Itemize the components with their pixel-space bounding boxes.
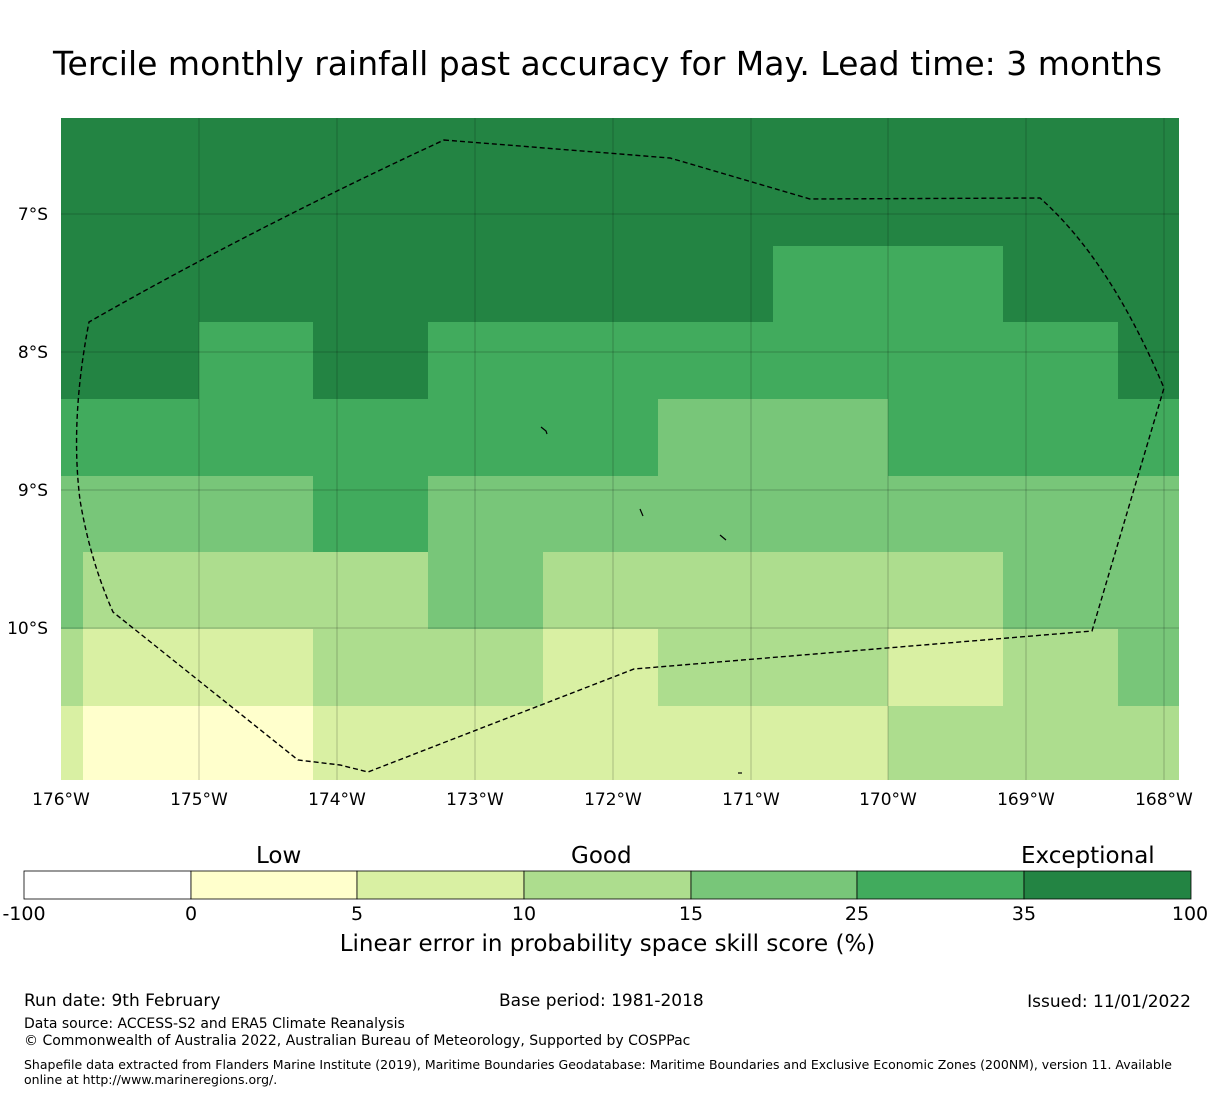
- gridlines: [61, 118, 1179, 780]
- grid-cell: [1118, 322, 1179, 399]
- lon-tick-label: 168°W: [1135, 790, 1193, 810]
- colorbar-segment: [690, 870, 858, 900]
- grid-cell: [83, 629, 313, 706]
- eez-boundary: [75, 139, 1165, 773]
- grid-cell: [428, 322, 1118, 399]
- colorbar-segment: [190, 870, 358, 900]
- chart-title: Tercile monthly rainfall past accuracy f…: [52, 44, 1163, 83]
- grid-cell: [543, 629, 658, 706]
- lat-tick-label: 7°S: [18, 205, 48, 225]
- lon-tick-label: 169°W: [997, 790, 1055, 810]
- grid-cell: [61, 399, 658, 476]
- issued-date: Issued: 11/01/2022: [1027, 992, 1191, 1012]
- grid-cell: [888, 706, 1179, 780]
- grid-cell: [61, 706, 83, 780]
- lon-tick-label: 172°W: [584, 790, 642, 810]
- grid-cell: [199, 322, 313, 399]
- grid-cell: [83, 552, 428, 629]
- skill-grid: [61, 118, 1179, 780]
- colorbar-category-good: Good: [571, 843, 632, 869]
- grid-cell: [313, 322, 428, 399]
- grid-cell: [1118, 629, 1179, 706]
- data-source: Data source: ACCESS-S2 and ERA5 Climate …: [24, 1016, 405, 1032]
- grid-cell: [61, 118, 1179, 246]
- colorbar-segment: [23, 870, 192, 900]
- grid-cell: [313, 629, 543, 706]
- run-date: Run date: 9th February: [24, 991, 221, 1011]
- grid-cell: [61, 476, 313, 552]
- lon-tick-label: 174°W: [308, 790, 366, 810]
- colorbar-tick-label: 35: [1011, 903, 1037, 925]
- colorbar-tick-label: 100: [1171, 903, 1209, 925]
- grid-cell: [1003, 246, 1179, 322]
- lon-tick-label: 175°W: [170, 790, 228, 810]
- lon-tick-label: 171°W: [722, 790, 780, 810]
- grid-cell: [1003, 629, 1118, 706]
- shapefile-credit: Shapefile data extracted from Flanders M…: [24, 1057, 1172, 1087]
- grid-cell: [428, 476, 1179, 552]
- grid-cell: [428, 552, 543, 629]
- colorbar-category-low: Low: [256, 843, 302, 869]
- grid-cell: [313, 706, 888, 780]
- colorbar: [23, 870, 1192, 900]
- grid-cell: [61, 552, 83, 629]
- lat-tick-label: 8°S: [18, 343, 48, 363]
- grid-cell: [1003, 552, 1179, 629]
- island: [540, 426, 548, 435]
- colorbar-segment: [856, 870, 1025, 900]
- colorbar-tick-label: 25: [844, 903, 870, 925]
- colorbar-tick-label: 15: [678, 903, 704, 925]
- colorbar-segment: [356, 870, 525, 900]
- lon-tick-label: 170°W: [859, 790, 917, 810]
- grid-cell: [83, 706, 313, 780]
- lon-tick-label: 173°W: [446, 790, 504, 810]
- colorbar-tick-label: 0: [184, 903, 198, 925]
- island: [719, 534, 727, 541]
- grid-cell: [888, 399, 1179, 476]
- grid-cell: [313, 476, 428, 552]
- grid-cell: [773, 246, 1003, 322]
- lat-tick-label: 10°S: [7, 619, 48, 639]
- colorbar-tick-label: 10: [511, 903, 537, 925]
- lon-tick-label: 176°W: [32, 790, 90, 810]
- colorbar-title: Linear error in probability space skill …: [339, 931, 876, 957]
- grid-cell: [61, 246, 773, 322]
- colorbar-tick-label: 5: [350, 903, 364, 925]
- island: [639, 508, 644, 517]
- grid-cell: [543, 552, 1003, 629]
- base-period: Base period: 1981-2018: [499, 991, 704, 1011]
- grid-cell: [658, 399, 888, 476]
- grid-cell: [61, 629, 83, 706]
- colorbar-category-exceptional: Exceptional: [1021, 843, 1155, 869]
- lat-tick-label: 9°S: [18, 481, 48, 501]
- grid-cell: [658, 629, 888, 706]
- colorbar-tick-label: -100: [2, 903, 46, 925]
- copyright: © Commonwealth of Australia 2022, Austra…: [24, 1033, 691, 1049]
- colorbar-segment: [1023, 870, 1192, 900]
- colorbar-segment: [523, 870, 692, 900]
- grid-cell: [888, 629, 1003, 706]
- grid-cell: [61, 322, 199, 399]
